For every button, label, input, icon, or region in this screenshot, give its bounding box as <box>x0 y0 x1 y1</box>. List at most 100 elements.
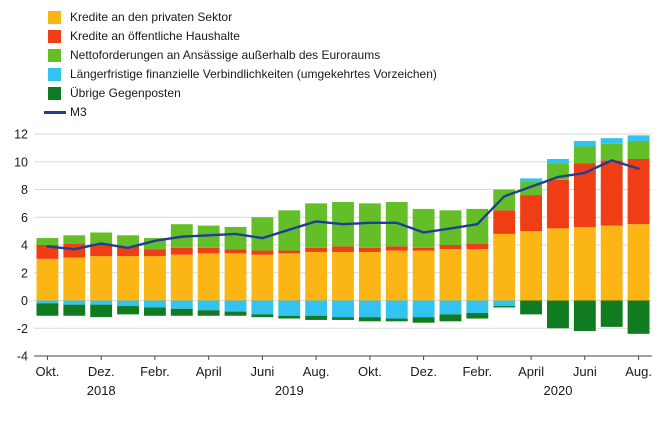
bar-segment-pub <box>197 247 220 254</box>
bar-segment-priv <box>36 258 59 301</box>
y-tick-label: 6 <box>21 211 28 225</box>
bars-group <box>36 135 650 334</box>
bar-segment-pub <box>358 247 381 252</box>
bar-segment-other <box>117 306 139 315</box>
bar-segment-net_foreign <box>224 226 247 250</box>
bar-segment-other <box>197 310 220 316</box>
legend-swatch-pub <box>48 30 61 43</box>
bar-segment-ltfl <box>412 300 435 318</box>
legend-label: M3 <box>70 105 87 119</box>
bar-segment-priv <box>547 228 569 301</box>
y-tick-label: -4 <box>17 350 28 364</box>
bar-segment-ltfl <box>197 300 220 311</box>
legend-item-kredite-oeffentliche-haushalte: Kredite an öffentliche Haushalte <box>48 27 660 46</box>
bar-segment-other <box>90 304 113 318</box>
bar-segment-priv <box>332 251 354 301</box>
bar-segment-other <box>412 317 435 323</box>
x-tick-label: Juni <box>573 364 597 379</box>
year-label: 2018 <box>87 383 116 398</box>
x-tick-label: Aug. <box>303 364 330 379</box>
bar-segment-other <box>385 318 408 322</box>
bar-segment-net_foreign <box>412 208 435 248</box>
bar-segment-pub <box>600 160 623 226</box>
bar-segment-ltfl <box>547 158 569 164</box>
legend-label: Kredite an den privaten Sektor <box>70 10 233 24</box>
x-axis: Okt. Dez. Febr. April Juni Aug. Okt. Dez. Febr. A… <box>35 356 652 398</box>
year-label: 2019 <box>275 383 304 398</box>
bar-segment-priv <box>412 250 435 301</box>
bar-segment-net_foreign <box>385 201 408 247</box>
bar-segment-other <box>439 314 462 322</box>
bar-segment-ltfl <box>358 300 381 318</box>
bar-segment-other <box>627 300 650 334</box>
bar-segment-other <box>170 308 193 316</box>
legend-item-uebrige-gegenposten: Übrige Gegenposten <box>48 84 660 103</box>
legend-label: Nettoforderungen an Ansässige außerhalb … <box>70 48 381 62</box>
bar-segment-pub <box>63 243 86 258</box>
bar-segment-ltfl <box>439 300 462 315</box>
bar-segment-ltfl <box>600 138 623 144</box>
bar-segment-other <box>493 306 516 308</box>
y-tick-label: 8 <box>21 183 28 197</box>
bar-segment-priv <box>143 256 166 301</box>
legend-item-laengerfristige-verbindlichkeiten: Längerfristige finanzielle Verbindlichke… <box>48 65 660 84</box>
bar-segment-priv <box>90 256 113 301</box>
legend-item-m3: M3 <box>44 103 660 122</box>
bar-segment-other <box>278 315 301 319</box>
x-tick-label: Juni <box>250 364 274 379</box>
bar-segment-other <box>466 312 489 319</box>
bar-segment-ltfl <box>90 300 113 305</box>
bar-segment-net_foreign <box>197 225 220 248</box>
bar-segment-pub <box>547 179 569 229</box>
bar-segment-priv <box>358 251 381 301</box>
legend-swatch-other <box>48 87 61 100</box>
bar-segment-pub <box>36 245 59 259</box>
x-tick-label: April <box>196 364 222 379</box>
bar-segment-net_foreign <box>117 235 139 247</box>
bar-segment-net_foreign <box>600 143 623 161</box>
y-tick-label: 4 <box>21 239 28 253</box>
bar-segment-priv <box>627 224 650 301</box>
bar-segment-pub <box>627 158 650 225</box>
y-tick-label: -2 <box>17 322 28 336</box>
bar-segment-priv <box>573 226 596 301</box>
bar-segment-other <box>224 311 247 316</box>
bar-segment-ltfl <box>170 300 193 309</box>
bar-segment-pub <box>170 247 193 255</box>
x-tick-label: Febr. <box>140 364 170 379</box>
bar-segment-other <box>251 314 274 318</box>
bar-segment-priv <box>170 254 193 301</box>
bar-segment-pub <box>251 250 274 255</box>
bar-segment-other <box>143 307 166 316</box>
bar-segment-net_foreign <box>358 203 381 248</box>
legend-label: Übrige Gegenposten <box>70 86 181 100</box>
bar-segment-priv <box>197 253 220 301</box>
bar-segment-pub <box>412 247 435 251</box>
bar-segment-priv <box>117 256 139 301</box>
bar-segment-net_foreign <box>36 238 59 245</box>
bar-segment-priv <box>493 233 516 301</box>
bar-segment-pub <box>117 246 139 257</box>
bar-segment-priv <box>520 231 543 301</box>
bar-segment-priv <box>63 257 86 301</box>
x-tick-label: Aug. <box>625 364 652 379</box>
bar-segment-priv <box>466 249 489 301</box>
legend-item-nettoforderungen: Nettoforderungen an Ansässige außerhalb … <box>48 46 660 65</box>
bar-segment-priv <box>600 225 623 301</box>
bar-segment-ltfl <box>493 300 516 307</box>
bar-segment-ltfl <box>466 300 489 313</box>
bar-segment-ltfl <box>278 300 301 316</box>
legend-swatch-net-foreign <box>48 49 61 62</box>
y-tick-label: 10 <box>14 155 28 169</box>
legend-label: Längerfristige finanzielle Verbindlichke… <box>70 67 437 81</box>
bar-segment-other <box>305 315 328 320</box>
bar-segment-ltfl <box>305 300 328 316</box>
bar-segment-pub <box>305 247 328 252</box>
bar-segment-pub <box>439 245 462 250</box>
legend-label: Kredite an öffentliche Haushalte <box>70 29 240 43</box>
year-label: 2020 <box>544 383 573 398</box>
bar-segment-pub <box>466 243 489 250</box>
x-tick-label: April <box>518 364 544 379</box>
m3-line <box>46 159 640 251</box>
